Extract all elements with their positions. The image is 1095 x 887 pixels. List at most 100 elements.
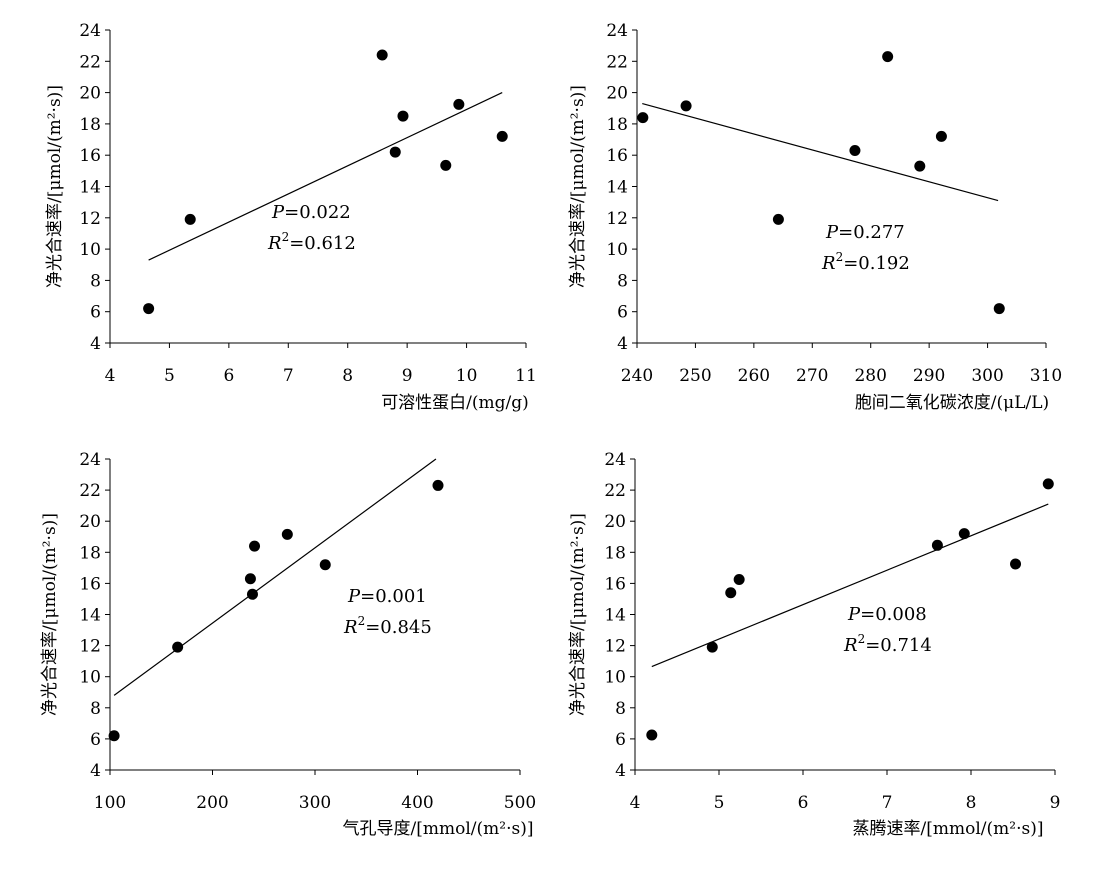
x-tick-label: 280	[854, 366, 886, 386]
r-symbol: R	[821, 253, 836, 274]
trend-line	[642, 102, 999, 202]
y-tick-label: 16	[79, 574, 101, 594]
y-tick-label: 14	[604, 606, 626, 626]
y-tick-label: 20	[606, 84, 628, 104]
data-point	[432, 479, 444, 491]
data-point	[882, 51, 894, 63]
x-tick-label: 10	[456, 366, 478, 386]
y-tick-label: 22	[79, 52, 101, 72]
x-tick-label: 6	[223, 366, 234, 386]
y-axis-label: 净光合速率/[μmol/(m²·s)]	[568, 513, 588, 716]
data-point	[184, 213, 196, 225]
x-tick-label: 200	[196, 793, 228, 813]
r-symbol: R	[343, 617, 358, 638]
p-value-annotation: P=0.001	[347, 586, 427, 607]
y-tick-label: 4	[617, 334, 628, 354]
y-tick-label: 22	[606, 52, 628, 72]
x-axis-label: 蒸腾速率/[mmol/(m²·s)]	[853, 819, 1044, 839]
y-tick-label: 22	[604, 481, 626, 501]
y-tick-label: 8	[90, 699, 101, 719]
r2-value: =0.714	[865, 635, 932, 656]
trend-line	[113, 458, 437, 696]
x-tick-label: 8	[966, 793, 977, 813]
p-symbol: P	[271, 202, 285, 223]
data-point	[993, 303, 1005, 315]
data-point	[1042, 478, 1054, 490]
x-tick-label: 9	[402, 366, 413, 386]
x-tick-label: 240	[621, 366, 653, 386]
p-value-annotation: P=0.022	[271, 202, 351, 223]
r2-value: =0.192	[843, 253, 910, 274]
y-axis-label: 净光合速率/[μmol/(m²·s)]	[45, 85, 65, 288]
y-tick-label: 18	[79, 115, 101, 135]
r-superscript: 2	[358, 614, 366, 628]
scatter-panel: 4 6 8 10 12 14 16 18 20 22 24 4 5 6 7 8 9 净光合速率/[μmol/(m²…	[568, 450, 1060, 839]
data-point	[935, 130, 947, 142]
r2-value: =0.845	[365, 617, 432, 638]
y-tick-label: 10	[79, 668, 101, 688]
y-tick-label: 12	[79, 637, 101, 657]
x-tick-label: 8	[342, 366, 353, 386]
x-tick-label: 260	[738, 366, 770, 386]
r2-annotation: R2=0.845	[343, 614, 432, 638]
y-tick-label: 20	[604, 512, 626, 532]
x-tick-label: 7	[283, 366, 294, 386]
x-tick-label: 5	[164, 366, 175, 386]
r-symbol: R	[843, 635, 858, 656]
scatter-panel: 4 6 8 10 12 14 16 18 20 22 24 100 200 300 400 500 净光合速率/…	[40, 450, 536, 839]
r-superscript: 2	[858, 632, 866, 646]
y-tick-label: 10	[604, 668, 626, 688]
r2-value: =0.612	[289, 233, 356, 254]
y-tick-label: 6	[90, 303, 101, 323]
x-tick-label: 290	[913, 366, 945, 386]
data-point	[958, 528, 970, 540]
p-symbol: P	[847, 604, 861, 625]
y-axis-label: 净光合速率/[μmol/(m²·s)]	[40, 513, 60, 716]
y-tick-label: 12	[79, 209, 101, 229]
p-value: =0.001	[360, 586, 427, 607]
y-tick-label: 6	[615, 730, 626, 750]
r-superscript: 2	[282, 230, 290, 244]
data-point	[772, 213, 784, 225]
y-tick-label: 14	[79, 178, 101, 198]
y-tick-label: 12	[606, 209, 628, 229]
scatter-panel: 4 6 8 10 12 14 16 18 20 22 24 240 250 260 270 280 290 300…	[568, 21, 1062, 413]
x-tick-label: 6	[798, 793, 809, 813]
y-tick-label: 16	[606, 146, 628, 166]
y-tick-label: 14	[606, 178, 628, 198]
r-superscript: 2	[836, 250, 844, 264]
p-value: =0.008	[860, 604, 927, 625]
data-point	[496, 130, 508, 142]
data-point	[172, 641, 184, 653]
r2-annotation: R2=0.612	[267, 230, 356, 254]
scatter-panel: 4 6 8 10 12 14 16 18 20 22 24 4 5 6 7 8 9 10 11 净光合速率/[μmol…	[45, 21, 537, 413]
data-point	[376, 49, 388, 61]
y-tick-label: 24	[79, 450, 101, 470]
y-tick-label: 24	[79, 21, 101, 41]
y-tick-label: 4	[90, 334, 101, 354]
p-value: =0.277	[838, 222, 905, 243]
p-value: =0.022	[284, 202, 351, 223]
trend-line	[651, 503, 1049, 668]
y-tick-label: 6	[90, 730, 101, 750]
x-tick-label: 300	[971, 366, 1003, 386]
data-point	[1010, 558, 1022, 570]
trend-line	[148, 92, 503, 261]
x-tick-label: 4	[630, 793, 641, 813]
data-point	[849, 145, 861, 157]
data-point	[453, 98, 465, 110]
y-tick-label: 8	[90, 271, 101, 291]
x-tick-label: 7	[882, 793, 893, 813]
y-tick-label: 14	[79, 606, 101, 626]
p-value-annotation: P=0.277	[825, 222, 905, 243]
data-point	[637, 112, 649, 124]
x-tick-label: 5	[714, 793, 725, 813]
x-axis-label: 胞间二氧化碳浓度/(μL/L)	[855, 393, 1049, 413]
data-point	[440, 159, 452, 171]
y-tick-label: 18	[606, 115, 628, 135]
x-tick-label: 11	[515, 366, 537, 386]
y-tick-label: 10	[79, 240, 101, 260]
x-tick-label: 500	[504, 793, 536, 813]
data-point	[646, 729, 658, 741]
data-point	[733, 574, 745, 586]
